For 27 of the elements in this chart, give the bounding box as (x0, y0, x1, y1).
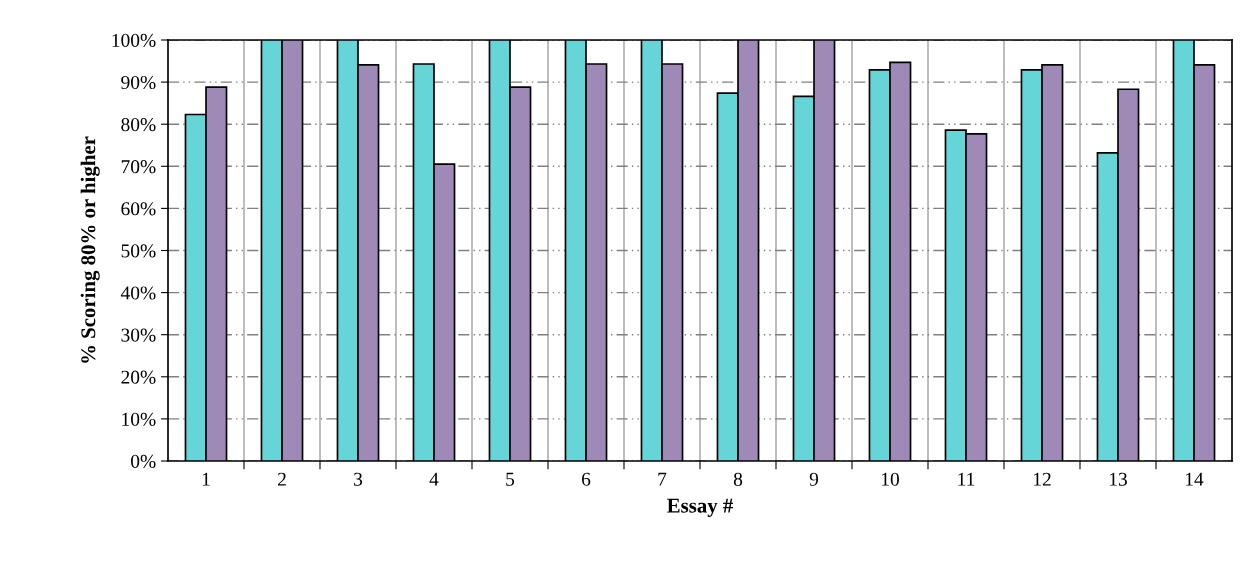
y-tick-label: 90% (121, 75, 156, 90)
x-tick-label: 5 (506, 472, 515, 486)
y-tick-label: 50% (121, 244, 156, 258)
x-tick-label: 6 (581, 472, 591, 486)
y-axis-title: % Scoring 80% or higher (80, 136, 100, 363)
x-tick-label: 14 (1185, 472, 1204, 486)
x-tick-label: 7 (658, 472, 667, 486)
x-tick-label: 10 (881, 472, 899, 486)
x-tick-label: 8 (733, 472, 743, 486)
x-tick-label: 12 (1033, 472, 1051, 486)
y-tick-label: 0% (131, 454, 156, 468)
x-tick-label: 2 (277, 472, 286, 486)
y-tick-label: 80% (121, 118, 156, 132)
x-tick-label: 9 (809, 472, 819, 486)
x-tick-label: 4 (429, 472, 439, 486)
y-tick-label: 20% (121, 370, 156, 384)
x-tick-label: 11 (958, 472, 975, 486)
y-tick-label: 60% (121, 202, 156, 216)
x-tick-label: 1 (202, 472, 210, 486)
x-tick-label: 3 (354, 472, 363, 486)
y-tick-label: 30% (121, 328, 156, 342)
y-tick-label: 10% (122, 412, 156, 426)
x-tick-label: 13 (1109, 472, 1127, 486)
y-tick-label: 40% (120, 286, 156, 300)
y-tick-label: 100% (112, 33, 156, 47)
y-tick-label: 70% (121, 160, 156, 174)
x-axis-title: Essay # (667, 498, 734, 517)
